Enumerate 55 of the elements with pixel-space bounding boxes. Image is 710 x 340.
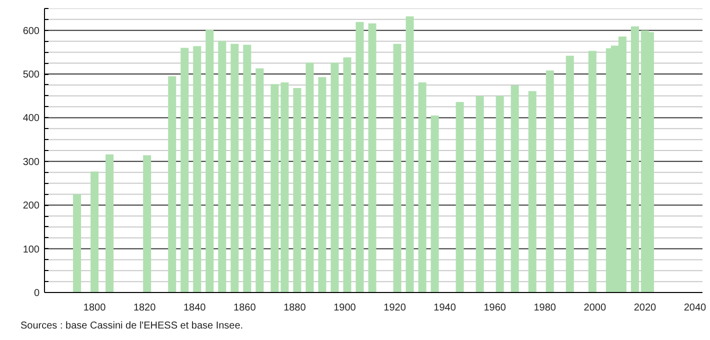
bar — [318, 77, 326, 292]
x-tick-label: 1900 — [334, 302, 356, 314]
bar — [73, 194, 82, 292]
x-tick-label: 1840 — [183, 302, 206, 314]
bar — [496, 96, 504, 292]
bar — [143, 155, 152, 292]
bar — [306, 62, 314, 292]
bar — [218, 40, 226, 292]
y-tick-label: 0 — [34, 288, 40, 299]
bar — [168, 76, 176, 292]
x-tick-label: 1800 — [83, 302, 106, 314]
y-tick-label: 100 — [22, 244, 40, 256]
y-tick-label: 200 — [22, 200, 40, 212]
y-tick-label: 600 — [22, 26, 40, 37]
bar — [270, 84, 279, 292]
bar — [476, 96, 484, 292]
x-tick-label: 2020 — [634, 302, 657, 314]
bar — [243, 44, 252, 292]
bar — [528, 91, 536, 292]
x-tick-label: 1860 — [234, 302, 256, 314]
bar — [343, 57, 352, 292]
bar — [368, 23, 376, 292]
bar — [280, 82, 289, 292]
bar — [630, 26, 639, 292]
bar — [418, 82, 426, 292]
x-tick-label: 1960 — [484, 302, 506, 314]
y-tick-label: 400 — [22, 113, 40, 124]
bar — [193, 46, 202, 292]
bar — [510, 85, 519, 292]
bar — [566, 56, 574, 292]
bar — [430, 116, 439, 292]
bar — [588, 50, 596, 292]
x-tick-label: 1920 — [384, 302, 406, 314]
bar — [106, 154, 114, 292]
bar — [293, 88, 302, 292]
bar — [180, 48, 189, 292]
bar — [456, 102, 464, 292]
x-tick-label: 1880 — [284, 302, 306, 314]
x-tick-label: 1980 — [534, 302, 556, 314]
bar — [256, 68, 264, 292]
source-note: Sources : base Cassini de l'EHESS et base Insee. — [20, 320, 244, 332]
bar — [546, 70, 554, 292]
bar — [206, 30, 214, 292]
bar — [330, 62, 339, 292]
x-tick-label: 1820 — [133, 302, 156, 314]
bar — [230, 44, 239, 292]
y-tick-label: 500 — [22, 70, 40, 81]
x-tick-label: 2040 — [684, 302, 707, 314]
y-tick-label: 300 — [22, 156, 40, 168]
x-tick-label: 2000 — [584, 302, 606, 314]
x-tick-label: 1940 — [434, 302, 456, 314]
bar — [406, 16, 414, 292]
bar — [393, 44, 402, 292]
bar — [356, 22, 364, 292]
bar — [90, 171, 99, 292]
